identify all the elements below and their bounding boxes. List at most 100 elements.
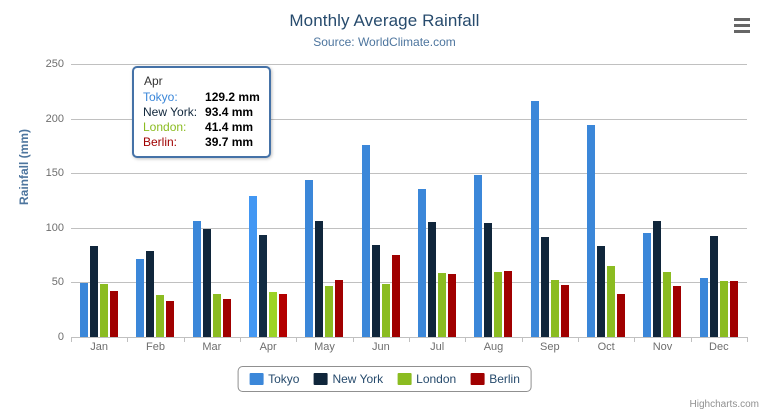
- bar[interactable]: [709, 236, 718, 337]
- bar[interactable]: [587, 125, 596, 337]
- bar[interactable]: [484, 223, 493, 337]
- x-axis-tick: [465, 337, 467, 342]
- bar[interactable]: [494, 271, 503, 337]
- bar[interactable]: [279, 293, 288, 337]
- bar[interactable]: [80, 282, 89, 337]
- bar-group: [691, 64, 747, 337]
- legend-swatch-icon: [249, 373, 264, 385]
- x-axis-tick: [747, 337, 748, 342]
- bar[interactable]: [136, 258, 145, 337]
- bar[interactable]: [663, 272, 672, 337]
- gridline: [71, 227, 747, 229]
- legend-item-new-york[interactable]: New York: [313, 372, 383, 386]
- bar[interactable]: [371, 244, 380, 337]
- bar[interactable]: [222, 299, 231, 337]
- bar[interactable]: [305, 179, 314, 337]
- bar[interactable]: [550, 279, 559, 337]
- bar[interactable]: [418, 188, 427, 337]
- x-axis-label: Oct: [597, 341, 615, 353]
- x-axis-label: Feb: [146, 341, 165, 353]
- y-axis-label: 100: [45, 221, 64, 234]
- bar[interactable]: [643, 232, 652, 337]
- gridline: [71, 64, 747, 65]
- bar[interactable]: [504, 271, 513, 337]
- y-axis-label: 200: [45, 112, 64, 125]
- bar[interactable]: [192, 220, 201, 337]
- bar-group: [353, 64, 409, 337]
- bar[interactable]: [100, 283, 109, 337]
- bar[interactable]: [156, 294, 165, 337]
- x-axis-tick: [71, 337, 72, 342]
- bar[interactable]: [653, 220, 662, 337]
- tooltip-header: Apr: [144, 74, 163, 88]
- bar[interactable]: [259, 235, 268, 337]
- tooltip-series-name: Berlin:: [143, 135, 178, 149]
- plot-area: [71, 64, 747, 337]
- bar[interactable]: [474, 174, 483, 337]
- tooltip-series-value: 129.2 mm: [205, 90, 260, 104]
- bar-group: [296, 64, 352, 337]
- bar[interactable]: [146, 250, 155, 337]
- legend-label: London: [416, 372, 457, 386]
- y-axis-label: 50: [51, 276, 64, 289]
- bar[interactable]: [719, 281, 728, 337]
- bar[interactable]: [530, 100, 539, 337]
- bar[interactable]: [428, 222, 437, 337]
- bar[interactable]: [361, 144, 370, 337]
- bar[interactable]: [325, 285, 334, 337]
- credits-link[interactable]: Highcharts.com: [689, 399, 759, 410]
- x-axis-tick: [183, 337, 185, 342]
- bar-group: [127, 64, 183, 337]
- legend-item-berlin[interactable]: Berlin: [470, 372, 520, 386]
- bar[interactable]: [166, 300, 175, 337]
- bar[interactable]: [448, 274, 457, 337]
- bar[interactable]: [729, 281, 738, 337]
- bar[interactable]: [90, 245, 99, 337]
- legend-item-london[interactable]: London: [397, 372, 456, 386]
- y-axis-label: 0: [57, 331, 64, 343]
- y-axis-label: 250: [45, 58, 64, 70]
- bar[interactable]: [381, 284, 390, 337]
- bar[interactable]: [597, 245, 606, 337]
- chart-tooltip: Apr Tokyo: 129.2 mm New York: 93.4 mm London…: [132, 66, 271, 158]
- bar[interactable]: [315, 221, 324, 337]
- bar[interactable]: [673, 285, 682, 337]
- x-axis-tick: [690, 337, 692, 342]
- chart-title: Monthly Average Rainfall: [289, 11, 480, 30]
- bar[interactable]: [269, 291, 278, 337]
- x-axis-label: Sep: [540, 341, 560, 353]
- bar[interactable]: [607, 265, 616, 337]
- hamburger-menu-icon[interactable]: [730, 14, 754, 36]
- tooltip-series-value: 93.4 mm: [205, 105, 254, 119]
- legend-swatch-icon: [397, 373, 412, 385]
- chart-legend: Tokyo New York London Berlin: [237, 366, 532, 392]
- legend-item-tokyo[interactable]: Tokyo: [249, 372, 299, 386]
- bar-group: [465, 64, 521, 337]
- bar[interactable]: [699, 277, 708, 337]
- x-axis-label: Jan: [90, 341, 109, 353]
- x-axis-tick: [240, 337, 241, 342]
- bar[interactable]: [617, 294, 626, 337]
- bar-group: [578, 64, 634, 337]
- bar-group: [522, 64, 578, 337]
- x-axis-label: Mar: [202, 341, 222, 353]
- bar[interactable]: [212, 294, 221, 337]
- y-axis-tick-labels: 0 50 100 150 200 250: [20, 0, 64, 416]
- bar-group: [184, 64, 240, 337]
- bar[interactable]: [391, 254, 400, 337]
- bar[interactable]: [540, 237, 549, 337]
- bar[interactable]: [335, 279, 344, 337]
- x-axis-label: Nov: [652, 341, 673, 353]
- bar[interactable]: [110, 290, 119, 337]
- tooltip-series-value: 39.7 mm: [205, 135, 254, 149]
- legend-label: Berlin: [489, 372, 520, 386]
- bar-group: [409, 64, 465, 337]
- x-axis-label: Jun: [371, 341, 390, 353]
- bar[interactable]: [438, 272, 447, 337]
- x-axis-tick: [521, 337, 523, 342]
- bar[interactable]: [560, 285, 569, 337]
- hamburger-bar-3: [734, 29, 750, 33]
- bar[interactable]: [202, 229, 211, 337]
- bar[interactable]: [249, 195, 258, 337]
